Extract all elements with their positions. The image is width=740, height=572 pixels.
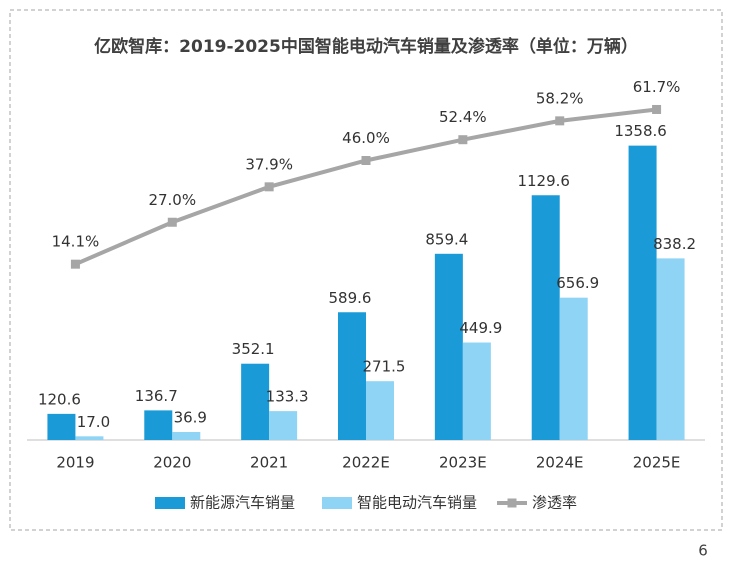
data-label: 859.4 xyxy=(425,230,468,248)
data-label: 37.9% xyxy=(245,155,293,173)
bar xyxy=(462,342,491,440)
data-label: 120.6 xyxy=(38,390,81,408)
legend-label: 新能源汽车销量 xyxy=(190,494,295,512)
data-label: 46.0% xyxy=(342,129,390,147)
bar xyxy=(656,258,685,440)
data-label: 449.9 xyxy=(459,319,502,337)
data-label: 58.2% xyxy=(536,89,584,107)
data-label: 27.0% xyxy=(148,191,196,209)
x-tick-label: 2025E xyxy=(633,454,681,472)
bar xyxy=(47,413,76,440)
legend-swatch xyxy=(507,498,517,508)
line-marker xyxy=(167,217,177,227)
line-marker xyxy=(264,182,274,192)
frame xyxy=(9,9,723,531)
data-label: 14.1% xyxy=(52,233,100,251)
bar xyxy=(144,410,173,440)
bar xyxy=(75,436,104,440)
legend-swatch xyxy=(322,497,352,509)
data-label: 352.1 xyxy=(232,340,275,358)
bar xyxy=(338,312,366,440)
data-label: 52.4% xyxy=(439,108,487,126)
legend-swatch xyxy=(155,497,185,509)
line-marker xyxy=(555,116,565,126)
bar xyxy=(628,145,657,441)
data-label: 656.9 xyxy=(556,274,599,292)
chart-title: 亿欧智库：2019-2025中国智能电动汽车销量及渗透率（单位：万辆） xyxy=(94,36,638,57)
x-tick-label: 2023E xyxy=(439,454,487,472)
data-label: 589.6 xyxy=(329,289,372,307)
data-label: 136.7 xyxy=(135,387,178,405)
x-tick-label: 2020 xyxy=(153,454,191,472)
data-label: 17.0 xyxy=(77,413,110,431)
x-tick-label: 2022E xyxy=(342,454,390,472)
bar xyxy=(434,253,463,440)
data-label: 271.5 xyxy=(363,358,406,376)
legend-label: 智能电动汽车销量 xyxy=(357,494,477,512)
x-tick-label: 2019 xyxy=(56,454,94,472)
bar xyxy=(172,432,201,440)
line-marker xyxy=(70,259,80,269)
bar xyxy=(269,411,298,440)
bar xyxy=(531,195,560,440)
data-label: 61.7% xyxy=(633,78,681,96)
data-label: 1129.6 xyxy=(517,172,570,190)
bar xyxy=(559,297,588,440)
x-tick-label: 2021 xyxy=(250,454,288,472)
data-label: 838.2 xyxy=(653,235,696,253)
legend-label: 渗透率 xyxy=(532,494,577,512)
line-marker xyxy=(361,156,371,165)
bar xyxy=(241,363,270,440)
line-marker xyxy=(652,104,662,114)
bar xyxy=(366,381,394,440)
line-marker xyxy=(458,135,468,145)
data-label: 36.9 xyxy=(174,409,207,427)
data-label: 1358.6 xyxy=(614,122,667,140)
data-label: 133.3 xyxy=(266,388,309,406)
page-number: 6 xyxy=(698,542,708,560)
x-tick-label: 2024E xyxy=(536,454,584,472)
